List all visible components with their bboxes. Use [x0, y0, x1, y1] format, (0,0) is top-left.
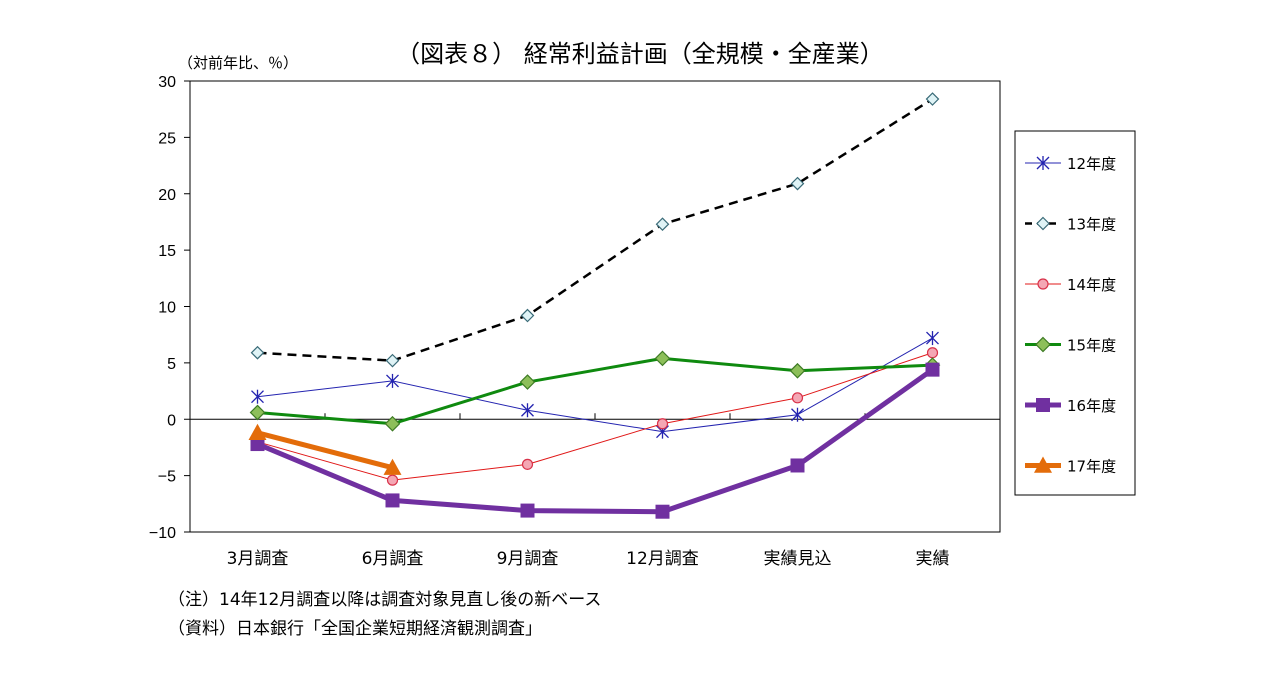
y-tick-label: 5: [167, 356, 176, 373]
data-point: [925, 92, 940, 106]
x-category-label: 9月調査: [497, 549, 559, 569]
legend-swatch-marker: [1036, 398, 1050, 412]
legend: 12年度 13年度 14年度 15年度 16年度 17年度: [1014, 130, 1136, 496]
x-category-label: 12月調査: [626, 549, 699, 569]
y-tick-label: 0: [167, 412, 176, 429]
y-tick-label: −10: [149, 525, 176, 542]
series-6: [248, 423, 402, 475]
legend-label: 15年度: [1067, 337, 1116, 355]
legend-frame: [1014, 130, 1136, 496]
legend-label: 12年度: [1067, 155, 1116, 173]
series-line: [257, 337, 933, 433]
plot-frame: [189, 80, 1001, 533]
series-4: [249, 350, 941, 432]
chart-title: （図表８） 経常利益計画（全規模・全産業）: [396, 40, 884, 68]
data-point: [521, 458, 534, 470]
data-point: [250, 345, 265, 360]
plot-area: 30 25 20 15 10 5 0 −5 −10 3月調査 6月調査 9月調査 12月調査 実績見込 実績: [149, 74, 1001, 569]
series-line: [257, 352, 933, 481]
x-category-label: 実績見込: [764, 549, 832, 569]
data-point: [926, 347, 939, 359]
y-tick-label: 10: [158, 300, 176, 317]
series-line: [257, 356, 933, 426]
data-point: [655, 504, 670, 519]
data-point: [656, 418, 669, 430]
series-2: [250, 92, 940, 368]
y-tick-label: −5: [158, 469, 176, 486]
data-point: [520, 503, 535, 518]
data-point: [925, 362, 940, 377]
data-point: [520, 308, 535, 323]
series-line: [256, 430, 394, 471]
data-point: [383, 458, 402, 475]
series-1: [251, 331, 939, 439]
legend-swatch-marker: [1034, 456, 1052, 473]
data-point: [248, 423, 267, 440]
y-tick-label: 15: [158, 243, 176, 260]
data-point: [790, 176, 805, 191]
legend-entry: 17年度: [1025, 456, 1116, 476]
data-point: [790, 458, 805, 473]
legend-entry: 12年度: [1025, 155, 1116, 173]
footnote-note: （注）14年12月調査以降は調査対象見直し後の新ベース: [168, 590, 601, 610]
data-point: [654, 350, 671, 367]
legend-swatch-marker: [1036, 216, 1050, 231]
data-point: [384, 415, 401, 432]
legend-entry: 14年度: [1025, 276, 1116, 294]
legend-label: 13年度: [1067, 216, 1116, 234]
legend-entry: 15年度: [1025, 337, 1116, 355]
data-point: [655, 217, 670, 232]
legend-swatch-marker: [1035, 336, 1051, 353]
x-category-label: 3月調査: [227, 549, 289, 569]
y-tick-label: 30: [158, 74, 176, 91]
data-point: [519, 374, 536, 390]
legend-entry: 16年度: [1025, 397, 1116, 415]
data-point: [385, 493, 400, 508]
legend-label: 16年度: [1067, 397, 1116, 415]
data-point: [789, 362, 806, 379]
data-point: [386, 474, 399, 486]
data-point: [385, 353, 400, 368]
data-point: [249, 404, 266, 421]
y-tick-label: 20: [158, 187, 176, 204]
data-point: [791, 392, 804, 404]
legend-swatch-marker: [1037, 278, 1049, 290]
series-line: [256, 367, 934, 515]
series-line: [257, 97, 934, 362]
x-category-label: 実績: [916, 549, 950, 569]
y-tick-label: 25: [158, 130, 176, 147]
legend-entry: 13年度: [1025, 216, 1116, 234]
x-category-label: 6月調査: [362, 549, 424, 569]
legend-label: 17年度: [1067, 458, 1116, 476]
legend-label: 14年度: [1067, 276, 1116, 294]
footnote-source: （資料）日本銀行「全国企業短期経済観測調査」: [168, 619, 542, 639]
series-5: [250, 362, 940, 519]
data-point: [250, 437, 265, 452]
y-axis-unit-label: （対前年比、％）: [178, 54, 298, 72]
